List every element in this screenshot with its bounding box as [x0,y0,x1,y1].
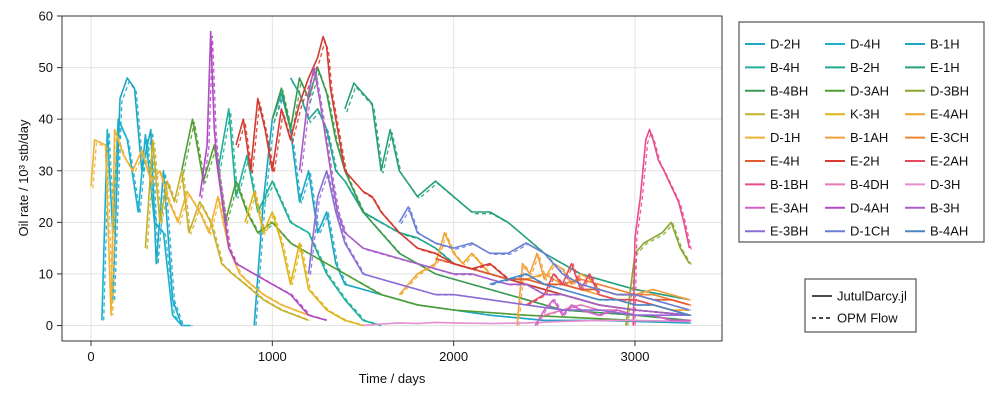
legend-label: B-4H [770,60,800,75]
legend-label: D-2H [770,37,800,52]
legend-label: B-2H [850,60,880,75]
series-line-opm-b-3h [300,71,692,317]
y-axis-ticks: 0 10 20 30 40 50 60 [39,9,62,333]
legend-label: E-3AH [770,200,808,215]
x-axis-label: Time / days [359,371,426,386]
legend-label: B-1AH [850,130,888,145]
y-tick-label: 20 [39,215,53,230]
style-legend-box [804,278,917,333]
series-line-opm-e-2ah [527,262,692,317]
legend-label: E-4AH [930,107,968,122]
series-lines [90,30,692,327]
style-legend: JutulDarcy.jl OPM Flow [804,278,917,333]
legend-label: B-4BH [770,83,808,98]
series-line-e-3h [144,139,309,322]
series-line-opm-e-4h [437,258,692,306]
series-line-b-1h [253,92,690,326]
legend-label: E-3H [770,107,800,122]
x-tick-label: 1000 [258,349,287,364]
legend-label: D-1H [770,130,800,145]
series-line-opm-d-3bh [627,222,692,326]
legend-label: D-3H [930,177,960,192]
series-line-opm-d-3h [364,319,692,327]
plot-background [62,16,722,341]
series-line-opm-b-1bh [634,130,692,326]
series-line-d-2h [112,77,191,327]
series-line-opm-k-3h [246,190,365,327]
series-line-opm-b-1h [255,94,692,326]
series-line-k-3h [244,190,364,327]
legend-label: D-4AH [850,200,889,215]
series-line-opm-e-3bh [309,170,692,317]
y-tick-label: 50 [39,60,53,75]
legend-label: E-1H [930,60,960,75]
series-line-opm-d-4ah [200,35,329,322]
series-line-d-3ah [180,118,636,322]
y-tick-label: 60 [39,9,53,24]
series-legend: D-2H D-4H B-1H B-4H B-2H E-1H B-4BH D-3AH D-3BH E… [738,21,985,243]
y-tick-label: 40 [39,112,53,127]
legend-label: E-3BH [770,224,808,239]
legend-label: D-3BH [930,83,969,98]
plot-area: 0 1000 2000 3000 0 10 20 30 40 50 60 [39,9,723,364]
series-line-opm-d-1ch [400,207,692,311]
series-line-b-1ah [516,252,690,326]
series-line-d-1h [90,128,309,317]
legend-label: B-4DH [850,177,889,192]
legend-label: D-1CH [850,224,890,239]
series-legend-box [738,21,985,243]
y-axis-label: Oil rate / 10³ stb/day [16,119,31,237]
x-tick-label: 0 [87,349,94,364]
series-line-opm-b-4bh [273,69,692,322]
legend-label: B-1H [930,37,960,52]
x-tick-label: 3000 [621,349,650,364]
series-line-opm-e-3ah [536,299,692,326]
x-axis-ticks: 0 1000 2000 3000 [87,341,649,364]
legend-label: E-2H [850,154,880,169]
series-line-b-4h [217,108,382,327]
y-tick-label: 10 [39,266,53,281]
series-line-opm-b-4ah [491,274,692,317]
series-line-opm-b-1ah [518,252,692,326]
legend-label: E-2AH [930,154,968,169]
series-line-opm-d-1h [92,132,311,317]
plot-frame [61,15,723,342]
series-line-opm-e-2h [237,38,692,317]
legend-label: B-4AH [930,224,968,239]
x-tick-label: 2000 [439,349,468,364]
legend-label: B-1BH [770,177,808,192]
series-line-d-4h [101,118,183,327]
series-line-b-1bh [632,128,691,326]
y-tick-label: 30 [39,163,53,178]
y-tick-label: 0 [46,318,53,333]
legend-label: D-3AH [850,83,889,98]
legend-label: D-4H [850,37,880,52]
series-line-opm-d-2h [113,80,193,327]
legend-label: E-4H [770,154,800,169]
style-legend-label: JutulDarcy.jl [837,289,907,304]
legend-label: K-3H [850,107,880,122]
legend-label: E-3CH [930,130,969,145]
legend-label: B-3H [930,200,960,215]
style-legend-label: OPM Flow [837,311,898,326]
